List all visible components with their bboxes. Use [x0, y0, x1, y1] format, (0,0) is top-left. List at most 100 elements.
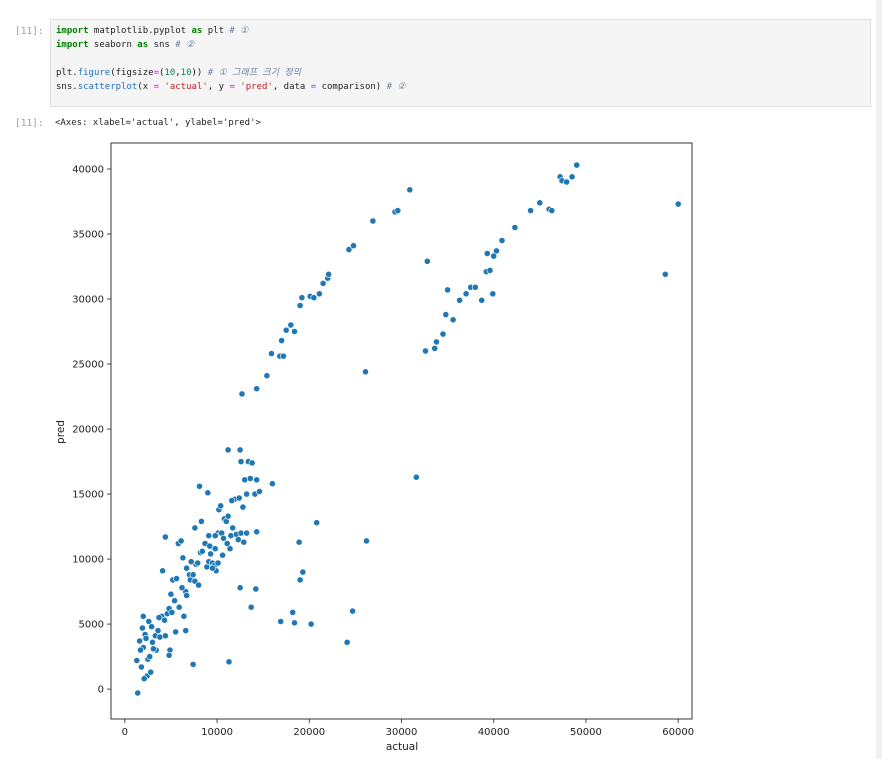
- scatter-point: [498, 237, 506, 244]
- scatter-point: [490, 252, 498, 260]
- x-axis-label: actual: [386, 741, 418, 753]
- code-token: # ①: [229, 26, 249, 36]
- scatter-point: [137, 663, 145, 671]
- scatter-point: [299, 568, 307, 576]
- y-tick-label: 25000: [72, 360, 104, 371]
- scatter-point: [227, 532, 235, 540]
- input-prompt: [11]:: [15, 26, 44, 37]
- y-tick-label: 35000: [72, 230, 104, 241]
- axes-frame: [110, 142, 693, 720]
- scatter-point: [194, 559, 202, 567]
- x-tick-label: 0: [122, 727, 128, 738]
- scatter-point: [189, 661, 197, 668]
- scatter-point: [243, 529, 250, 537]
- scatter-point: [295, 538, 303, 546]
- scatter-point: [217, 502, 225, 510]
- scatter-point: [422, 347, 429, 355]
- code-token: import: [56, 26, 89, 36]
- scatter-point: [205, 532, 213, 540]
- scatter-point: [280, 352, 287, 360]
- scatter-point: [256, 488, 263, 495]
- x-tick-label: 30000: [386, 727, 418, 738]
- scatter-point: [149, 645, 157, 653]
- scatter-point: [220, 534, 227, 542]
- x-tick-label: 50000: [570, 727, 602, 738]
- y-tick-label: 15000: [72, 490, 104, 501]
- scatter-point: [161, 616, 168, 624]
- code-token: matplotlib.pyplot: [88, 26, 192, 36]
- code-editor[interactable]: import matplotlib.pyplot as plt # ① impor…: [50, 19, 871, 107]
- scatter-point: [165, 651, 173, 659]
- scatter-point: [493, 247, 500, 255]
- code-token: plt.: [56, 68, 78, 78]
- scatter-point: [171, 597, 178, 605]
- code-line[interactable]: sns.scatterplot(x = 'actual', y = 'pred'…: [56, 80, 406, 94]
- code-token: =: [153, 82, 159, 92]
- scatter-point: [423, 257, 431, 265]
- scatter-point: [161, 533, 169, 541]
- code-line[interactable]: plt.figure(figsize=(10,10)) # ① 그래프 크기 정…: [56, 66, 406, 80]
- y-tick-label: 30000: [72, 295, 104, 306]
- scatter-point: [219, 551, 226, 559]
- code-token: 'actual': [164, 82, 208, 92]
- scatter-point: [319, 279, 327, 287]
- scatter-point: [287, 321, 295, 329]
- scatter-point: [478, 296, 486, 304]
- y-axis-label: pred: [55, 420, 67, 444]
- scatter-point: [268, 480, 276, 488]
- scatter-point: [197, 518, 205, 525]
- code-token: # ②: [386, 82, 406, 92]
- scatter-point: [369, 217, 377, 225]
- code-token: =: [310, 82, 317, 92]
- scatter-point: [291, 328, 298, 335]
- scatter-point: [536, 199, 544, 207]
- scatter-point: [568, 173, 576, 181]
- code-text[interactable]: import matplotlib.pyplot as plt # ① impor…: [56, 24, 406, 94]
- code-token: =: [153, 68, 159, 78]
- x-tick-label: 20000: [293, 727, 325, 738]
- scatter-point: [527, 207, 534, 214]
- scatter-point: [449, 316, 457, 324]
- x-tick-label: 60000: [662, 727, 694, 738]
- scatter-point: [248, 459, 256, 467]
- scatter-point: [442, 311, 450, 318]
- scatter-point: [345, 246, 353, 253]
- scatter-point: [406, 186, 414, 194]
- scatter-point: [313, 519, 321, 527]
- scatter-point: [223, 540, 231, 547]
- scatter-point: [204, 489, 212, 497]
- scatter-point: [178, 584, 186, 592]
- scatter-point: [137, 646, 144, 654]
- scatter-point: [196, 482, 203, 490]
- scatter-point: [296, 576, 304, 584]
- scatter-point: [325, 270, 332, 278]
- scatter-point: [431, 344, 439, 352]
- scatter-point: [195, 581, 202, 589]
- x-tick-label: 40000: [478, 727, 510, 738]
- scatter-point: [343, 638, 351, 646]
- scatter-point: [282, 326, 290, 334]
- y-tick-label: 10000: [72, 555, 104, 566]
- scatter-point: [142, 635, 150, 642]
- scatter-point: [661, 270, 669, 278]
- scatter-point: [362, 368, 369, 376]
- y-tick-label: 5000: [79, 620, 104, 631]
- page-scrollbar[interactable]: [876, 0, 882, 759]
- code-token: 10: [164, 68, 176, 78]
- scatter-point: [277, 618, 285, 625]
- scatter-point: [439, 330, 447, 338]
- scatter-point: [268, 350, 275, 357]
- code-token: plt: [202, 26, 230, 36]
- code-token: (x: [137, 82, 154, 92]
- scatter-point: [191, 524, 199, 532]
- scatter-point: [211, 532, 219, 540]
- code-line[interactable]: import seaborn as sns # ②: [56, 38, 406, 52]
- scatter-point: [433, 338, 440, 346]
- scatter-point: [180, 612, 188, 620]
- code-line[interactable]: import matplotlib.pyplot as plt # ①: [56, 24, 406, 38]
- code-token: import: [56, 40, 89, 50]
- scatter-point: [139, 612, 147, 620]
- output-text: <Axes: xlabel='actual', ylabel='pred'>: [55, 118, 261, 128]
- scatter-point: [315, 290, 323, 298]
